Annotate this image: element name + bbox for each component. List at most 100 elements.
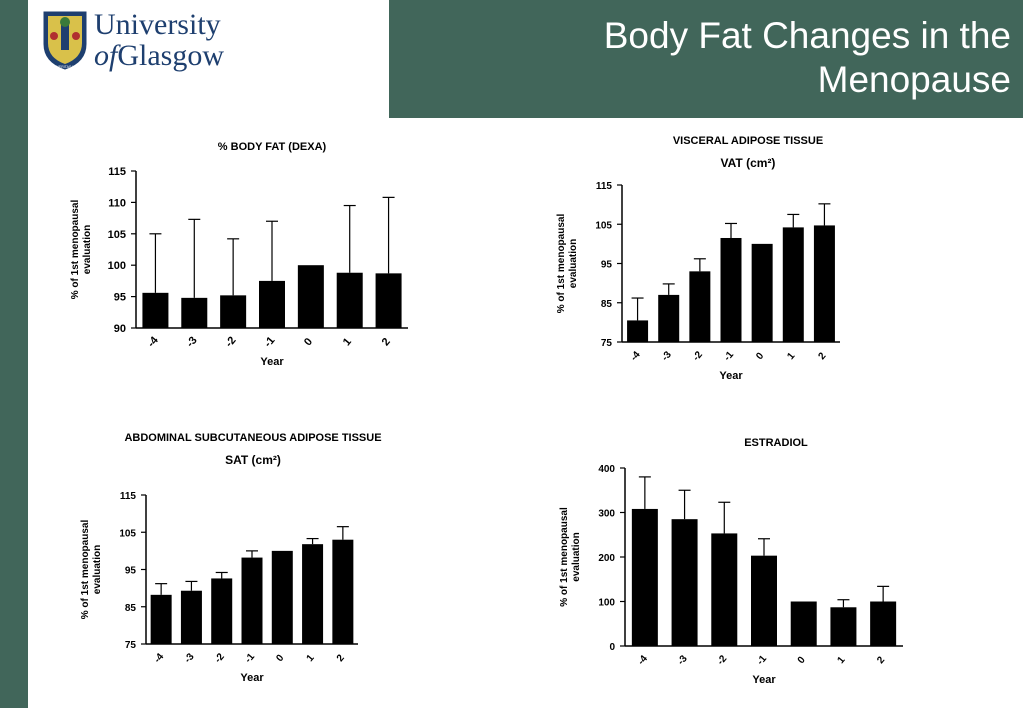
x-tick-label: -1 (262, 334, 277, 349)
bar (181, 297, 208, 328)
y-axis-label-line-2: evaluation (92, 545, 103, 594)
bar (375, 273, 402, 328)
bar (658, 294, 680, 342)
y-axis-label-line-2: evaluation (571, 532, 582, 581)
y-tick-label: 85 (125, 603, 137, 614)
y-tick-label: 95 (125, 566, 137, 577)
x-tick-label: -1 (243, 651, 257, 665)
x-tick-label: 2 (335, 652, 347, 664)
y-tick-label: 95 (114, 292, 126, 304)
logo-word-of: of (94, 39, 118, 72)
y-axis-label-line-1: % of 1st menopausal (559, 507, 570, 607)
y-tick-label: 110 (108, 197, 126, 209)
y-tick-label: 115 (120, 491, 137, 502)
bar (220, 295, 247, 328)
y-axis-label: % of 1st menopausalevaluation (559, 507, 582, 607)
bar (627, 320, 649, 342)
x-tick-label: -3 (182, 651, 196, 665)
bar (297, 265, 324, 328)
y-tick-label: 0 (609, 642, 615, 653)
y-tick-label: 115 (596, 181, 613, 192)
slide-title: Body Fat Changes in the Menopause (603, 15, 1011, 100)
x-tick-label: 0 (302, 336, 315, 348)
bar (150, 594, 172, 644)
x-tick-label: 1 (341, 336, 354, 348)
bar (830, 607, 857, 646)
bar (711, 533, 738, 646)
x-tick-label: 1 (836, 654, 848, 666)
x-tick-label: 1 (305, 652, 317, 664)
y-axis-label-line-1: % of 1st menopausal (70, 200, 81, 300)
bar (336, 272, 363, 328)
left-accent-bar (0, 0, 28, 708)
x-tick-label: -4 (152, 651, 166, 665)
y-tick-label: 300 (598, 509, 615, 520)
chart-title: ESTRADIOL (744, 437, 808, 449)
bar (782, 227, 804, 342)
y-tick-label: 400 (598, 464, 615, 475)
bar (751, 555, 777, 646)
crest-icon: VIA VERITAS VITA (43, 11, 87, 70)
bar (790, 601, 817, 646)
chart-title: ABDOMINAL SUBCUTANEOUS ADIPOSE TISSUE (124, 432, 381, 444)
x-tick-label: -3 (660, 349, 674, 363)
chart-subtitle: SAT (cm²) (225, 453, 281, 467)
y-tick-label: 100 (598, 598, 615, 609)
bar (302, 544, 324, 644)
x-axis-label: Year (752, 674, 776, 686)
bar (211, 578, 233, 644)
y-tick-label: 85 (601, 299, 613, 310)
chart-estradiol: ESTRADIOL 0 100 200 300 400 % of 1st menopausa… (540, 430, 930, 695)
x-tick-label: -3 (184, 334, 199, 349)
y-axis-label-line-2: evaluation (82, 225, 93, 274)
x-tick-label: -4 (145, 334, 161, 350)
x-axis-label: Year (260, 356, 284, 368)
y-axis-label-line-1: % of 1st menopausal (80, 520, 91, 620)
x-axis-label: Year (240, 672, 264, 684)
chart-visceral-adipose: VISCERAL ADIPOSE TISSUE VAT (cm²) 75 85 95 10… (540, 125, 870, 390)
y-tick-label: 200 (598, 553, 615, 564)
bar (870, 601, 897, 646)
y-axis-label: % of 1st menopausalevaluation (80, 520, 103, 620)
y-tick-label: 75 (125, 640, 137, 651)
chart-subtitle: VAT (cm²) (721, 156, 776, 170)
x-tick-label: -2 (213, 651, 227, 665)
x-tick-label: 2 (875, 654, 887, 666)
chart-subcutaneous-adipose: ABDOMINAL SUBCUTANEOUS ADIPOSE TISSUE SAT… (70, 425, 440, 690)
logo-motto: VIA VERITAS VITA (50, 65, 80, 69)
y-tick-label: 95 (601, 260, 613, 271)
bar (180, 590, 202, 644)
y-axis-label-line-1: % of 1st menopausal (556, 214, 567, 314)
bar (720, 237, 742, 342)
title-panel: Body Fat Changes in the Menopause (389, 0, 1023, 118)
y-tick-label: 105 (119, 528, 136, 539)
logo-word-glasgow-line: ofGlasgow (94, 39, 224, 73)
bar (241, 557, 263, 644)
x-tick-label: 2 (817, 350, 829, 362)
bar (271, 550, 293, 644)
bar (142, 292, 169, 328)
y-axis-label: % of 1st menopausalevaluation (556, 214, 579, 314)
bar (751, 243, 773, 342)
bar (631, 508, 658, 646)
x-tick-label: -1 (755, 653, 769, 667)
bar (259, 280, 285, 328)
university-logo: VIA VERITAS VITA University ofGlasgow (42, 8, 242, 74)
bar (689, 271, 711, 342)
x-tick-label: 1 (785, 350, 797, 362)
bar (671, 519, 698, 646)
x-tick-label: 0 (796, 654, 808, 666)
bar (813, 225, 835, 342)
x-tick-label: -4 (629, 349, 643, 363)
chart-title: VISCERAL ADIPOSE TISSUE (673, 135, 823, 147)
x-tick-label: 2 (380, 336, 393, 348)
x-tick-label: -4 (636, 653, 650, 667)
y-tick-label: 115 (108, 166, 126, 178)
y-axis-label-line-2: evaluation (568, 239, 579, 288)
logo-word-glasgow: Glasgow (117, 39, 224, 72)
chart-title: % BODY FAT (DEXA) (218, 141, 327, 153)
y-tick-label: 105 (108, 229, 126, 241)
logo-word-university: University (94, 8, 221, 41)
x-tick-label: -2 (715, 653, 729, 667)
bar (332, 539, 354, 644)
